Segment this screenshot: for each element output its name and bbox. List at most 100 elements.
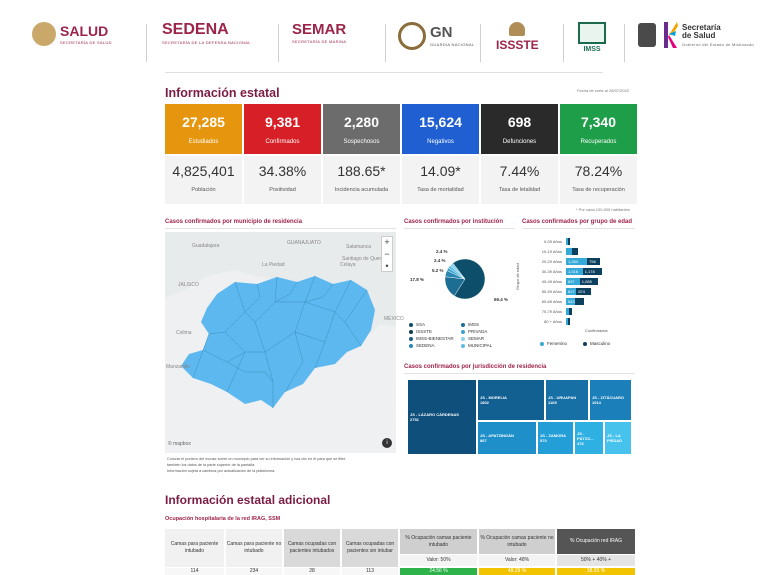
bar-masculino[interactable]: 1,178 [582,268,603,275]
institution-pie-chart[interactable] [444,258,486,300]
map-info-button[interactable]: i [382,438,392,448]
gn-sub: GUARDIA NACIONAL [430,42,475,47]
treemap-cell-name: JS - LÁZARO CÁRDENAS [410,412,459,417]
bar-femenino[interactable] [566,318,568,325]
legend-label: Femenino [547,341,568,346]
kpi-label: Sospechosos [343,139,380,145]
sedena-logo: SEDENA SECRETARÍA DE LA DEFENSA NACIONAL [162,21,251,46]
divider [522,228,635,229]
age-category-label: 50-59 Años [541,289,562,294]
gn-emblem-icon [398,22,426,50]
treemap-cell-value: 476 [577,440,584,446]
age-category-label: 40-49 Años [541,279,562,284]
pie-data-label: 2.4 % [436,249,448,254]
gn-name: GN [430,24,453,41]
age-category-label: 10-19 Años [541,249,562,254]
treemap-cell[interactable]: JS - APATZINGÁN 867 [477,421,537,455]
legend-label: ISSSTE [416,329,433,334]
legend-label: MUNICIPAL [468,343,493,348]
kpi-card-negativos[interactable]: 15,624 Negativos [402,104,479,154]
stat-label: Tasa de recuperación [572,187,625,193]
bar-femenino[interactable] [566,308,569,315]
mapbox-attribution[interactable]: © mapbox [168,441,191,447]
divider [404,228,514,229]
bar-masculino[interactable] [568,318,570,325]
divider [146,24,147,62]
legend-dot [409,329,413,334]
kpi-card-estudiados[interactable]: 27,285 Estudiados [165,104,242,154]
bar-femenino[interactable] [566,238,568,245]
legend-dot [540,341,544,346]
map-place-label: MÉXICO [384,316,404,322]
map-zoom-control: + − • [381,236,393,272]
treemap-cell[interactable]: JS - ZITÁCUARO 1014 [589,379,632,421]
table-cell: 24.56 % [400,568,477,575]
bar-femenino[interactable]: 837 [566,278,580,285]
table-subheader: Valor: 48% [479,555,555,566]
bar-masculino[interactable] [568,308,572,315]
ssm-name-2: de Salud [682,30,716,40]
treemap-cell[interactable]: JS - ZAMORA 570 [537,421,574,455]
table-cell: 234 [226,568,282,575]
treemap-cell[interactable]: JS - PÁTZC... 476 [574,421,604,455]
bar-masculino[interactable] [574,298,584,305]
pie-legend-item: MUNICIPAL [461,343,492,348]
municipality-borders [192,275,368,408]
kpi-label: Estudiados [188,139,219,145]
age-y-axis-label: Grupo de edad [515,263,520,290]
municipality-map[interactable] [165,232,396,453]
pie-slice-ssa[interactable] [452,258,486,300]
treemap-cell-value: 1169 [548,400,557,405]
bar-femenino[interactable]: 627 [566,288,577,295]
bar-femenino[interactable]: 1,284 [566,258,588,265]
kpi-card-sospechosos[interactable]: 2,280 Sospechosos [323,104,400,154]
treemap-cell-name: JS - URUAPAN [548,395,577,400]
kpi-card-confirmados[interactable]: 9,381 Confirmados [244,104,321,154]
stat-label: Positividad [269,187,296,193]
sedena-name: SEDENA [162,21,229,38]
legend-dot [409,343,413,348]
table-cell: 28 [284,568,340,575]
sedena-sub: SECRETARÍA DE LA DEFENSA NACIONAL [162,40,251,45]
kpi-label: Confirmados [265,139,300,145]
legend-dot [461,343,465,348]
zoom-in-button[interactable]: + [384,237,390,247]
legend-dot [461,322,465,327]
pie-legend-item: IMSS-BIENESTAR [409,336,454,341]
michoacan-state-shape[interactable] [181,276,375,408]
map-place-label: Santiago de Querétaro [342,256,393,262]
bar-masculino[interactable]: 756 [587,258,600,265]
bar-masculino[interactable]: 874 [576,288,591,295]
legend-label: IMSS-BIENESTAR [416,336,454,341]
treemap-cell[interactable]: JS - LÁZARO CÁRDENAS 2751 [407,379,477,455]
bar-masculino[interactable] [568,238,570,245]
treemap-cell-name: JS - ZITÁCUARO [592,395,624,400]
treemap-cell-value: 570 [540,438,547,443]
map-place-label: Salamanca [346,244,372,250]
pie-slice-semar[interactable] [449,262,466,280]
bar-femenino[interactable]: 543 [566,298,575,305]
treemap-cell[interactable]: JS - LA PIEDAD [604,421,632,455]
pie-legend-item: IMSS [461,322,479,327]
pie-legend-item: PRIVADA [461,329,487,334]
pie-data-label: 5.2 % [432,268,444,273]
bar-masculino[interactable]: 1,085 [579,278,598,285]
bar-femenino[interactable]: 1,016 [566,268,583,275]
map-place-label: Manzanillo [166,364,190,370]
note-line: Colocar el puntero del mouse sobre un mu… [167,457,346,461]
treemap-cell-value: 2751 [410,417,419,422]
kpi-card-recuperados[interactable]: 7,340 Recuperados [560,104,637,154]
treemap-cell[interactable]: JS - MORELIA 1802 [477,379,545,421]
table-header: Camas para paciente no intubado [226,529,282,567]
zoom-out-button[interactable]: − [384,249,390,259]
reset-north-button[interactable]: • [385,261,389,271]
kpi-card-defunciones[interactable]: 698 Defunciones [481,104,558,154]
bar-masculino[interactable] [572,248,579,255]
treemap-cell[interactable]: JS - URUAPAN 1169 [545,379,589,421]
divider [278,24,279,62]
pie-title: Casos confirmados por institución [404,219,504,225]
bar-femenino[interactable] [566,248,573,255]
legend-label: SEMAR [468,336,485,341]
issste-name: ISSSTE [496,38,539,52]
pie-data-label: 17.8 % [410,277,425,282]
